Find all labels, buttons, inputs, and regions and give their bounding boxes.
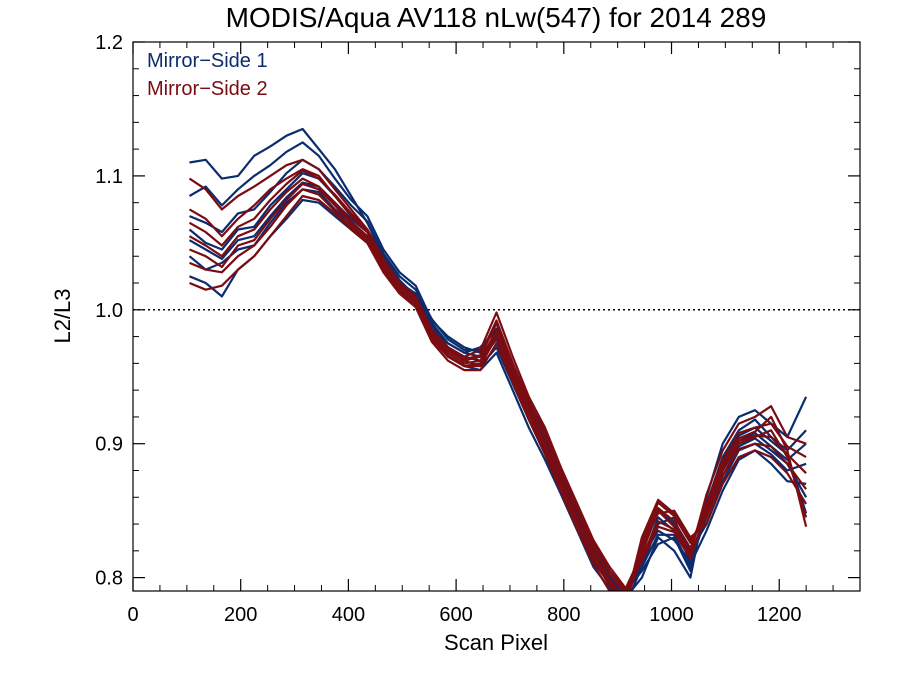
y-tick-label: 0.9: [95, 434, 123, 456]
series-line-mirror-side-1: [189, 198, 807, 591]
series-line-mirror-side-1: [188, 172, 807, 591]
x-tick-label: 200: [224, 604, 257, 626]
series-line-mirror-side-2: [188, 169, 808, 591]
x-tick-label: 600: [439, 604, 472, 626]
x-axis-title: Scan Pixel: [444, 630, 548, 655]
legend-label-mirror-side-1: Mirror−Side 1: [147, 50, 268, 72]
x-tick-label: 1000: [649, 604, 694, 626]
y-tick-label: 1.0: [95, 300, 123, 322]
series-line-mirror-side-2: [188, 177, 807, 591]
y-tick-label: 1.1: [95, 166, 123, 188]
series-line-mirror-side-2: [189, 194, 808, 591]
plot-frame: [132, 41, 861, 592]
series-line-mirror-side-1: [188, 181, 808, 591]
x-tick-label: 0: [127, 604, 138, 626]
chart-title: MODIS/Aqua AV118 nLw(547) for 2014 289: [226, 2, 767, 33]
series-group: [188, 127, 808, 591]
x-tick-label: 1200: [757, 604, 802, 626]
series-line-mirror-side-2: [188, 158, 807, 590]
series-line-mirror-side-2: [189, 188, 807, 591]
y-tick-label: 0.8: [95, 568, 123, 590]
series-line-mirror-side-2: [189, 182, 808, 591]
legend-label-mirror-side-2: Mirror−Side 2: [147, 78, 268, 100]
y-axis-title: L2/L3: [50, 288, 75, 343]
series-line-mirror-side-2: [188, 168, 807, 591]
legend: Mirror−Side 1 Mirror−Side 2: [147, 50, 268, 100]
x-tick-label: 400: [332, 604, 365, 626]
series-line-mirror-side-1: [189, 127, 808, 591]
y-tick-label: 1.2: [95, 32, 123, 54]
x-tick-label: 800: [547, 604, 580, 626]
series-line-mirror-side-1: [188, 188, 807, 591]
axis-ticks: 0 200 400 600 800 1000 1200 0.8 0.9 1.0 1.1 1.2: [95, 32, 861, 626]
